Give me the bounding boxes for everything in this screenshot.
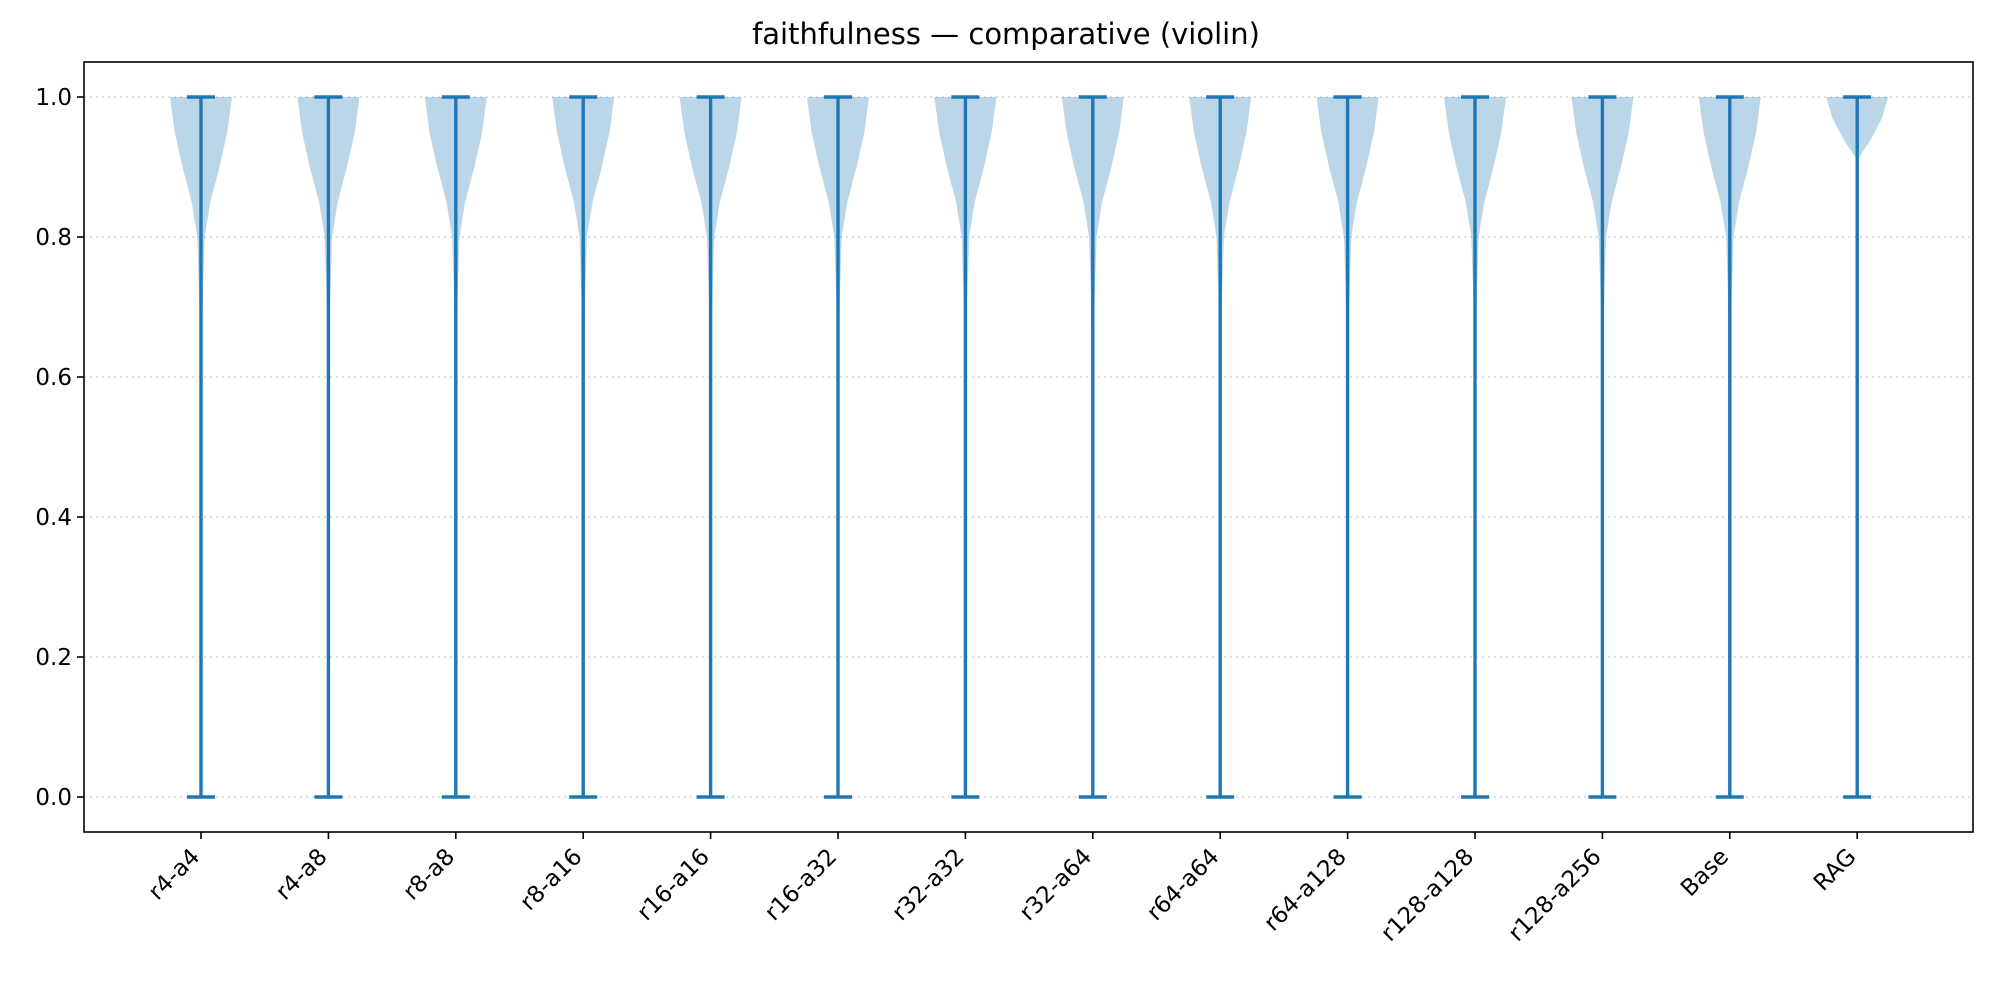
x-tick-label: RAG: [1809, 844, 1861, 896]
x-tick-label: r128-a128: [1376, 844, 1479, 947]
grid-lines: [84, 96, 1973, 798]
x-tick-label: r32-a64: [1015, 844, 1097, 926]
y-tick-label: 1.0: [35, 85, 72, 111]
x-tick-label: r8-a8: [398, 844, 460, 906]
x-tick-label: Base: [1676, 844, 1734, 902]
x-tick-label: r32-a32: [887, 844, 969, 926]
x-axis: r4-a4 r4-a8 r8-a8 r8-a16 r16-a16 r16-a32 r32-a…: [144, 832, 1861, 947]
x-tick-label: r128-a256: [1504, 844, 1607, 947]
y-tick-label: 0.0: [35, 785, 72, 811]
y-axis: 0.0 0.2 0.4 0.6 0.8 1.0: [35, 85, 84, 811]
x-tick-label: r64-a64: [1142, 844, 1224, 926]
y-tick-label: 0.8: [35, 225, 72, 251]
violins: [170, 95, 1889, 799]
y-tick-label: 0.2: [35, 645, 72, 671]
chart-title: faithfulness — comparative (violin): [752, 17, 1260, 51]
x-tick-label: r8-a16: [515, 844, 587, 916]
y-tick-label: 0.6: [35, 365, 72, 391]
x-tick-label: r4-a8: [271, 844, 333, 906]
y-tick-label: 0.4: [35, 505, 72, 531]
plot-area-frame: [83, 61, 1974, 833]
x-tick-label: r64-a128: [1259, 844, 1352, 937]
x-tick-label: r16-a32: [760, 844, 842, 926]
x-tick-label: r4-a4: [144, 844, 206, 906]
x-tick-label: r16-a16: [633, 844, 715, 926]
